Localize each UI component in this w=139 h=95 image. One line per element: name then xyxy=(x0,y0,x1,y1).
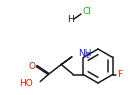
Polygon shape xyxy=(60,57,72,65)
Text: NH: NH xyxy=(78,49,92,58)
Text: O: O xyxy=(29,62,36,71)
Text: Cl: Cl xyxy=(83,8,92,17)
Text: HO: HO xyxy=(19,79,33,88)
Text: F: F xyxy=(117,70,122,79)
Text: 2: 2 xyxy=(85,53,90,59)
Text: H: H xyxy=(68,15,74,25)
